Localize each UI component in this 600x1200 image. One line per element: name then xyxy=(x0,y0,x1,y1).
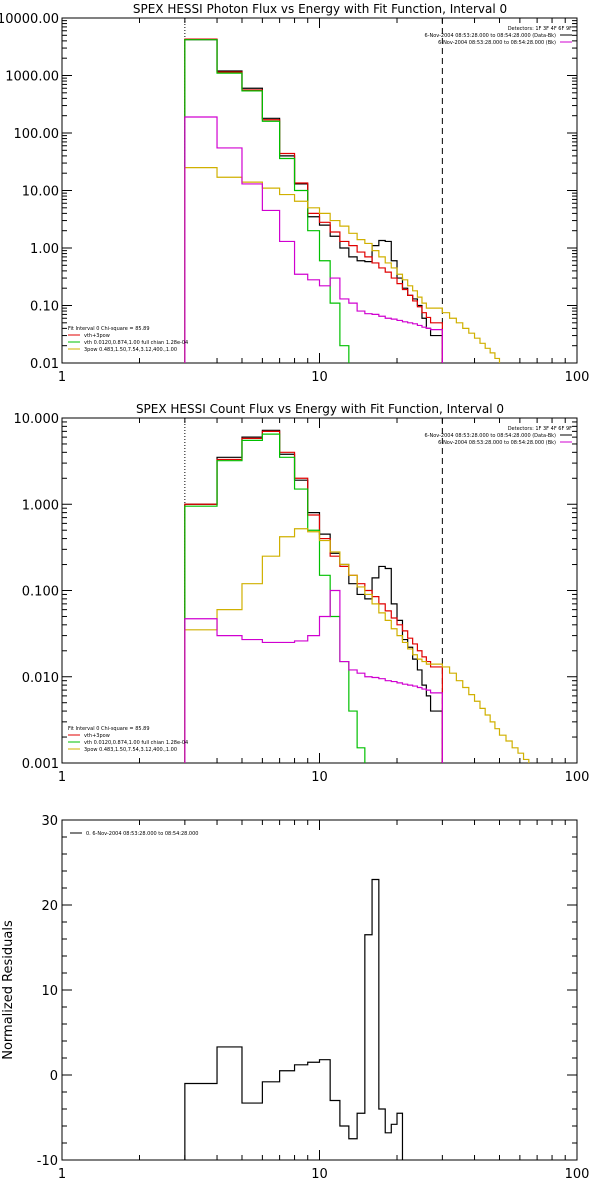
series-group xyxy=(184,878,404,1160)
legend-top-right: Detectors: 1F 3F 4F 6F 9F 6-Nov-2004 08:… xyxy=(425,26,573,46)
series-group xyxy=(184,38,501,363)
vlines xyxy=(184,18,443,363)
y-tick-label: -10 xyxy=(37,1154,58,1169)
series-line xyxy=(184,167,501,363)
legend-label: vth+3pow xyxy=(84,733,110,739)
y-tick-label: 30 xyxy=(41,814,58,829)
legend-label: 6-Nov-2004 08:53:28.000 to 08:54:28.000 … xyxy=(438,40,556,46)
legend-label: 3pow 0.483,1.50,7.54,3.12,400.,1.00 xyxy=(84,747,177,753)
legend-detectors: Detectors: 1F 3F 4F 6F 9F xyxy=(508,426,572,432)
series-line xyxy=(184,39,350,363)
tick-labels: 1 10 100 0.01 0.10 1.00 10.00 100.00 1000.00 1000… xyxy=(0,12,589,385)
x-tick-label: 1 xyxy=(58,1167,66,1182)
y-tick-label: 0.010 xyxy=(22,671,59,686)
y-tick-label: 0.001 xyxy=(22,757,59,772)
chart-title: SPEX HESSI Count Flux vs Energy with Fit… xyxy=(136,402,504,416)
legend-label: 6-Nov-2004 08:53:28.000 to 08:54:28.000 … xyxy=(425,433,557,439)
legend-label: 6-Nov-2004 08:53:28.000 to 08:54:28.000 … xyxy=(438,440,556,446)
y-tick-label: 1000.00 xyxy=(5,70,59,85)
y-tick-label: 0.10 xyxy=(30,300,59,315)
x-tick-label: 100 xyxy=(565,1167,590,1182)
series-line xyxy=(184,38,443,363)
y-tick-label: 10000.00 xyxy=(0,12,59,27)
series-line xyxy=(184,116,443,363)
legend-top-right: Detectors: 1F 3F 4F 6F 9F 6-Nov-2004 08:… xyxy=(425,426,573,446)
photon-flux-panel: SPEX HESSI Photon Flux vs Energy with Fi… xyxy=(0,2,589,385)
legend-bottom-left: Fit Interval 0 Chi-square = 85.89 vth+3p… xyxy=(68,326,188,353)
legend-label: vth+3pow xyxy=(84,333,110,339)
plot-frame xyxy=(61,417,578,764)
tick-labels: 1 10 100 -10 0 10 20 30 xyxy=(37,814,590,1182)
series-line xyxy=(184,39,443,363)
x-tick-label: 100 xyxy=(565,770,590,785)
ticks xyxy=(61,17,578,364)
series-line xyxy=(184,433,366,763)
ticks xyxy=(61,819,578,1161)
series-line xyxy=(184,589,443,763)
x-tick-label: 1 xyxy=(58,770,66,785)
series-line xyxy=(184,528,530,763)
ticks xyxy=(61,417,578,764)
legend-bottom-left: Fit Interval 0 Chi-square = 85.89 vth+3p… xyxy=(68,726,188,753)
legend-label: 3pow 0.483,1.50,7.54,3.12,400.,1.00 xyxy=(84,347,177,353)
y-tick-label: 10 xyxy=(41,984,58,999)
legend-header: Fit Interval 0 Chi-square = 85.89 xyxy=(68,726,150,732)
legend-detectors: Detectors: 1F 3F 4F 6F 9F xyxy=(508,26,572,32)
chart-title: SPEX HESSI Photon Flux vs Energy with Fi… xyxy=(133,2,507,16)
tick-labels: 1 10 100 0.001 0.010 0.100 1.000 10.000 xyxy=(14,412,590,785)
legend-entry: 6-Nov-2004 08:53:28.000 to 08:54:28.000 … xyxy=(438,440,572,446)
vlines xyxy=(184,418,443,763)
y-axis-label: Normalized Residuals xyxy=(1,920,16,1060)
y-tick-label: 100.00 xyxy=(14,127,60,142)
residuals-panel: Normalized Residuals 1 10 100 -10 0 10 20 30 0.… xyxy=(1,814,589,1182)
legend-entry: 6-Nov-2004 08:53:28.000 to 08:54:28.000 … xyxy=(425,33,572,39)
legend-entry: 6-Nov-2004 08:53:28.000 to 08:54:28.000 … xyxy=(438,40,572,46)
legend-label: 0. 6-Nov-2004 08:53:28.000 to 08:54:28.0… xyxy=(86,831,198,837)
series-line xyxy=(184,430,443,763)
legend-top-left: 0. 6-Nov-2004 08:53:28.000 to 08:54:28.0… xyxy=(70,831,198,837)
legend-label: 6-Nov-2004 08:53:28.000 to 08:54:28.000 … xyxy=(425,33,557,39)
series-line xyxy=(184,429,443,763)
x-tick-label: 10 xyxy=(311,370,328,385)
y-tick-label: 0 xyxy=(50,1069,58,1084)
y-tick-label: 1.00 xyxy=(30,242,59,257)
legend-header: Fit Interval 0 Chi-square = 85.89 xyxy=(68,326,150,332)
legend-label: vth 0.0120,0.874,1.00 full chian 1.28e-0… xyxy=(84,740,188,746)
y-tick-label: 0.01 xyxy=(30,357,59,372)
plot-frame xyxy=(61,17,578,364)
legend-entry: 6-Nov-2004 08:53:28.000 to 08:54:28.000 … xyxy=(425,433,572,439)
count-flux-panel: SPEX HESSI Count Flux vs Energy with Fit… xyxy=(14,402,590,785)
x-tick-label: 1 xyxy=(58,370,66,385)
y-tick-label: 1.000 xyxy=(22,498,59,513)
x-tick-label: 10 xyxy=(311,770,328,785)
y-tick-label: 10.00 xyxy=(22,185,59,200)
y-tick-label: 10.000 xyxy=(14,412,60,427)
x-tick-label: 100 xyxy=(565,370,590,385)
y-tick-label: 0.100 xyxy=(22,585,59,600)
legend-label: vth 0.0120,0.874,1.00 full chian 1.28e-0… xyxy=(84,340,188,346)
plot-frame xyxy=(61,819,578,1161)
x-tick-label: 10 xyxy=(311,1167,328,1182)
series-group xyxy=(184,429,530,763)
y-tick-label: 20 xyxy=(41,899,58,914)
series-line xyxy=(184,878,404,1160)
